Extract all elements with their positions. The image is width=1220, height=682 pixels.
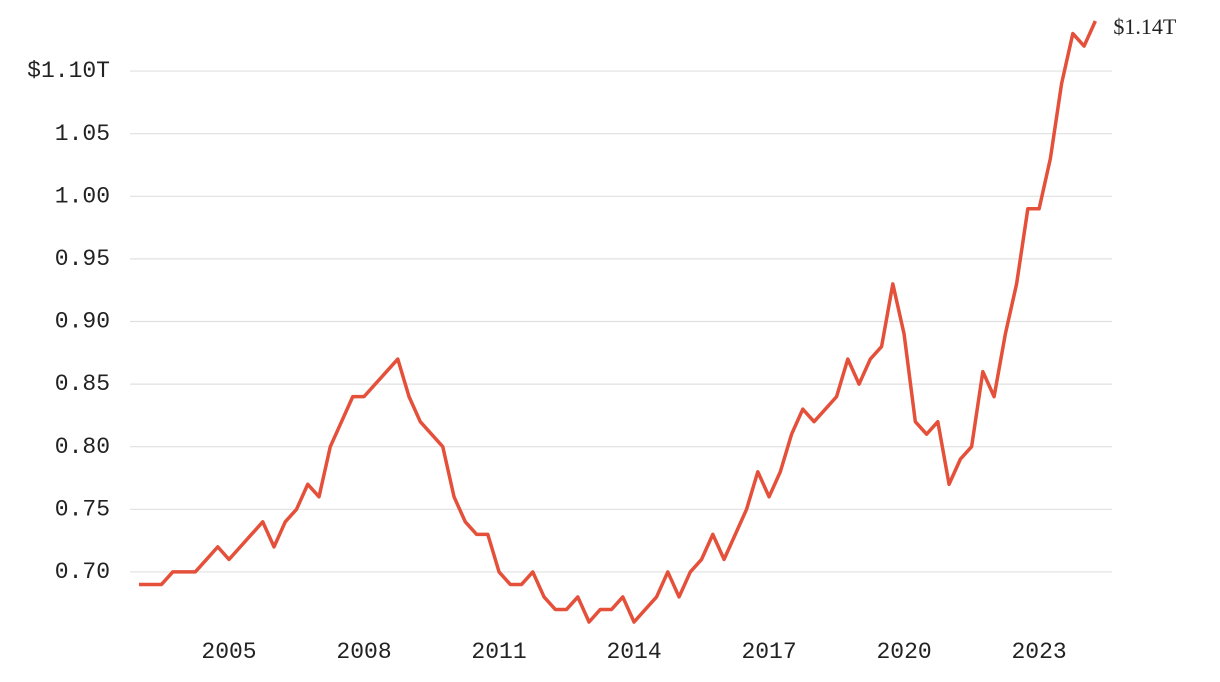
x-tick-label: 2005 — [201, 639, 256, 665]
y-tick-label: 1.00 — [55, 183, 110, 209]
y-tick-label: 0.85 — [55, 371, 110, 397]
y-tick-label: 0.90 — [55, 309, 110, 335]
end-label: $1.14T — [1113, 14, 1177, 39]
x-tick-label: 2011 — [471, 639, 526, 665]
x-tick-label: 2017 — [741, 639, 796, 665]
y-tick-label: 0.70 — [55, 559, 110, 585]
y-tick-label: 0.95 — [55, 246, 110, 272]
x-tick-label: 2008 — [336, 639, 391, 665]
data-line — [139, 20, 1097, 624]
y-tick-label: 0.80 — [55, 434, 110, 460]
y-tick-label: 1.05 — [55, 121, 110, 147]
y-tick-label: 0.75 — [55, 496, 110, 522]
x-tick-label: 2023 — [1011, 639, 1066, 665]
x-tick-label: 2014 — [606, 639, 661, 665]
x-tick-label: 2020 — [876, 639, 931, 665]
y-tick-label: $1.10T — [27, 58, 110, 84]
